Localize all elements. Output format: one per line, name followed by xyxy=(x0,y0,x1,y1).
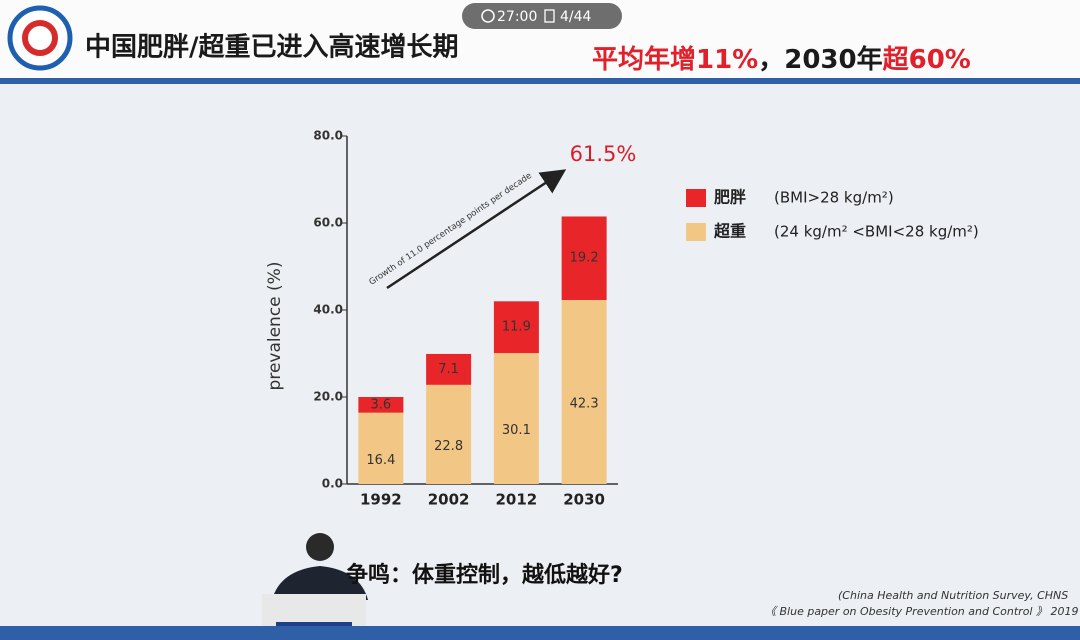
legend-swatch xyxy=(686,189,706,207)
x-tick-label: 1992 xyxy=(360,491,402,509)
x-tick-label: 2012 xyxy=(496,491,538,509)
headline-part: 超60% xyxy=(883,45,971,75)
legend-definition: (24 kg/m² <BMI<28 kg/m²) xyxy=(774,223,979,241)
bar-segment xyxy=(358,397,404,413)
speaker-head xyxy=(306,533,334,561)
data-label: 42.3 xyxy=(570,396,599,411)
bar-segment xyxy=(358,412,404,484)
header-rule xyxy=(0,78,1080,84)
y-axis-label: prevalence (%) xyxy=(265,262,285,391)
legend-definition: (BMI>28 kg/m²) xyxy=(774,189,894,207)
y-tick-label: 60.0 xyxy=(313,216,343,230)
headline: 平均年增11%，2030年超60% xyxy=(592,44,971,75)
data-label: 19.2 xyxy=(570,251,599,266)
data-label: 7.1 xyxy=(438,362,459,377)
bar-segment xyxy=(561,299,607,484)
slide-title: 中国肥胖/超重已进入高速增长期 xyxy=(85,32,459,63)
timer-pill xyxy=(462,3,622,29)
data-label: 30.1 xyxy=(502,423,531,438)
bar-segment xyxy=(426,353,472,385)
legend-label: 肥胖 xyxy=(714,188,746,207)
x-tick-label: 2030 xyxy=(563,491,605,509)
timer: 27:00 xyxy=(497,9,537,25)
data-label: 22.8 xyxy=(434,439,463,454)
question: 争鸣：体重控制，越低越好? xyxy=(346,562,623,588)
legend-label: 超重 xyxy=(713,222,746,241)
bar-segment xyxy=(426,384,472,484)
bar-segment xyxy=(493,301,539,354)
source: (China Health and Nutrition Survey, CHNS xyxy=(838,589,1068,602)
bar-segment xyxy=(493,353,539,484)
headline-part: ，2030年 xyxy=(758,44,882,75)
total-annotation: 61.5% xyxy=(570,142,637,166)
timer-icon xyxy=(481,9,495,23)
legend-swatch xyxy=(686,223,706,241)
page-icon xyxy=(544,9,555,23)
x-tick-label: 2002 xyxy=(428,491,470,509)
trend-arrow xyxy=(386,169,567,290)
y-tick-label: 40.0 xyxy=(313,303,343,317)
source: 《 Blue paper on Obesity Prevention and C… xyxy=(765,605,1078,618)
footer-band xyxy=(0,626,1080,640)
bar-segment xyxy=(561,216,607,300)
logo-mark xyxy=(22,20,58,56)
page-counter: 4/44 xyxy=(560,9,592,25)
data-label: 16.4 xyxy=(366,453,395,468)
speaker-body xyxy=(272,566,368,600)
data-label: 11.9 xyxy=(502,320,531,335)
y-tick-label: 20.0 xyxy=(313,390,343,404)
logo xyxy=(7,5,73,71)
y-tick-label: 80.0 xyxy=(313,129,343,143)
y-tick-label: 0.0 xyxy=(322,477,343,491)
headline-part: 平均年增11% xyxy=(592,44,758,75)
data-label: 3.6 xyxy=(371,397,392,412)
